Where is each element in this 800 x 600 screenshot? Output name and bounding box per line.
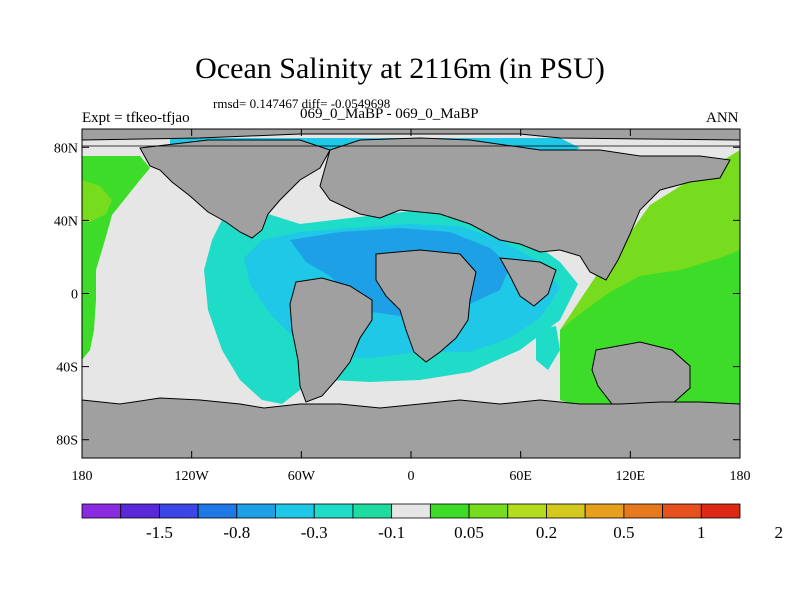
colorbar-label: 0.05 (454, 523, 484, 542)
lon-tick-label: 0 (408, 469, 415, 484)
land-greenland-europe-asia (319, 137, 731, 281)
colorbar-swatch (352, 503, 393, 519)
colorbar-label: -0.1 (378, 523, 405, 542)
colorbar-swatch (313, 503, 354, 519)
colorbar-label: 0.5 (613, 523, 634, 542)
land-north-america (139, 139, 331, 239)
colorbar-swatch (468, 503, 509, 519)
season-label: ANN (706, 110, 739, 126)
colorbar-swatch (507, 503, 547, 519)
colorbar-swatch (546, 503, 586, 519)
colorbar-label: 2 (774, 523, 783, 542)
colorbar-swatch (159, 503, 199, 519)
colorbar-label: -0.3 (301, 523, 328, 542)
colorbar-swatch (662, 503, 702, 519)
colorbar-swatch (623, 503, 663, 519)
longitude-axis: 180 120W 60W 0 60E 120E 180 (72, 129, 751, 484)
lat-tick-label: 80S (56, 434, 78, 449)
colorbar-label: 0.2 (536, 523, 557, 542)
land-africa (375, 249, 477, 363)
colorbar-swatch (120, 503, 160, 519)
colorbar-swatch (700, 503, 741, 519)
lon-tick-label: 60W (288, 469, 316, 484)
north-pacific-strong-positive (82, 180, 112, 222)
land-india (499, 257, 557, 307)
colorbar-swatch (429, 503, 470, 519)
lat-tick-label: 0 (71, 288, 78, 303)
figure-title: Ocean Salinity at 2116m (in PSU) (195, 52, 605, 85)
stats-line: rmsd= 0.147467 diff= -0.0549698 (213, 96, 391, 111)
colorbar: -1.5 -0.8 -0.3 -0.1 0.05 0.2 0.5 1 2 (81, 503, 783, 542)
colorbar-swatch (197, 503, 238, 519)
lon-tick-label: 60E (509, 469, 532, 484)
land-arctic-strip (82, 129, 740, 141)
comparison-label: 069_0_MaBP - 069_0_MaBP (300, 106, 479, 122)
land-south-america (289, 277, 373, 403)
indian-teal-patch (536, 326, 560, 370)
lon-tick-label: 120W (175, 469, 210, 484)
lat-tick-label: 40S (56, 361, 78, 376)
colorbar-swatch (275, 503, 315, 519)
colorbar-swatch (81, 503, 122, 519)
experiment-label: Expt = tfkeo-tfjao (82, 110, 190, 126)
colorbar-label: 1 (697, 523, 706, 542)
colorbar-swatch (391, 503, 431, 519)
lon-tick-label: 120E (616, 469, 646, 484)
lon-tick-label: 180 (72, 469, 93, 484)
colorbar-label: -0.8 (223, 523, 250, 542)
colorbar-swatch (584, 503, 625, 519)
latitude-axis: 80N 40N 0 40S 80S (54, 141, 740, 449)
land-antarctica (82, 397, 740, 458)
lon-tick-label: 180 (730, 469, 751, 484)
lat-tick-label: 80N (54, 141, 78, 156)
colorbar-label: -1.5 (146, 523, 173, 542)
lat-tick-label: 40N (54, 214, 78, 229)
colorbar-swatch (236, 503, 276, 519)
